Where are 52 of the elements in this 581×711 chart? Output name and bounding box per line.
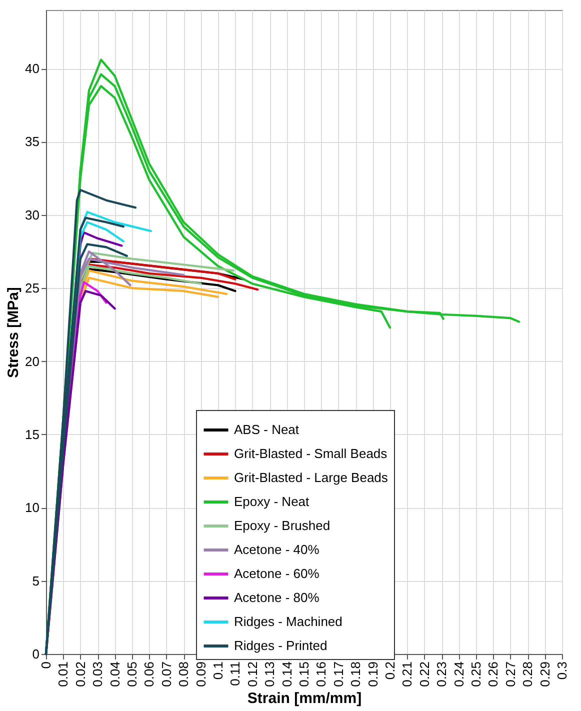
x-tick-label: 0.15 bbox=[296, 662, 312, 687]
legend-label: Acetone - 80% bbox=[234, 590, 320, 605]
x-tick-label: 0.19 bbox=[365, 662, 380, 687]
x-tick-label: 0.27 bbox=[502, 662, 518, 687]
legend-label: Ridges - Printed bbox=[234, 638, 328, 653]
x-tick-label: 0.02 bbox=[72, 662, 88, 687]
y-tick-label: 0 bbox=[32, 646, 40, 662]
x-tick-label: 0.05 bbox=[124, 662, 140, 687]
legend-label: Acetone - 60% bbox=[234, 566, 320, 581]
y-tick-label: 20 bbox=[25, 354, 40, 369]
x-tick-label: 0.29 bbox=[537, 662, 552, 687]
legend-label: Ridges - Machined bbox=[234, 614, 342, 629]
x-tick-label: 0.24 bbox=[451, 662, 466, 687]
x-tick-label: 0.28 bbox=[520, 662, 536, 687]
x-tick-label: 0.06 bbox=[142, 662, 157, 687]
x-tick-label: 0.01 bbox=[56, 662, 71, 687]
x-tick-label: 0.04 bbox=[107, 662, 122, 687]
x-tick-label: 0.03 bbox=[90, 662, 106, 687]
legend-label: ABS - Neat bbox=[234, 422, 300, 437]
x-tick-label: 0.07 bbox=[158, 662, 174, 687]
legend-label: Acetone - 40% bbox=[234, 542, 320, 557]
x-tick-label: 0.26 bbox=[486, 662, 501, 687]
y-tick-label: 5 bbox=[32, 573, 40, 588]
x-tick-label: 0.18 bbox=[348, 662, 364, 687]
x-tick-label: 0.14 bbox=[279, 662, 294, 687]
y-tick-label: 40 bbox=[25, 61, 40, 76]
x-tick-label: 0.22 bbox=[416, 662, 432, 687]
y-axis-title: Stress [MPa] bbox=[5, 287, 22, 378]
legend-label: Epoxy - Brushed bbox=[234, 518, 330, 533]
x-tick-label: 0.08 bbox=[176, 662, 192, 687]
x-tick-label: 0.09 bbox=[193, 662, 208, 687]
x-tick-label: 0 bbox=[38, 662, 54, 669]
x-axis-title: Strain [mm/mm] bbox=[247, 690, 362, 707]
x-tick-label: 0.21 bbox=[400, 662, 415, 687]
x-tick-label: 0.1 bbox=[210, 662, 226, 680]
y-tick-label: 10 bbox=[25, 500, 40, 516]
x-tick-label: 0.2 bbox=[382, 662, 398, 680]
x-tick-label: 0.25 bbox=[468, 662, 484, 687]
x-tick-label: 0.13 bbox=[262, 662, 278, 687]
y-tick-label: 25 bbox=[25, 280, 40, 296]
y-tick-label: 30 bbox=[25, 207, 40, 222]
y-tick-label: 15 bbox=[25, 426, 40, 442]
legend-label: Grit-Blasted - Small Beads bbox=[234, 446, 388, 461]
legend-label: Epoxy - Neat bbox=[234, 494, 310, 509]
x-tick-label: 0.12 bbox=[244, 662, 260, 687]
x-tick-label: 0.23 bbox=[434, 662, 450, 687]
x-tick-label: 0.3 bbox=[554, 662, 570, 680]
x-tick-label: 0.11 bbox=[228, 662, 243, 686]
x-tick-label: 0.16 bbox=[314, 662, 329, 687]
y-tick-label: 35 bbox=[25, 134, 40, 150]
legend-label: Grit-Blasted - Large Beads bbox=[234, 470, 388, 485]
x-tick-label: 0.17 bbox=[330, 662, 346, 687]
